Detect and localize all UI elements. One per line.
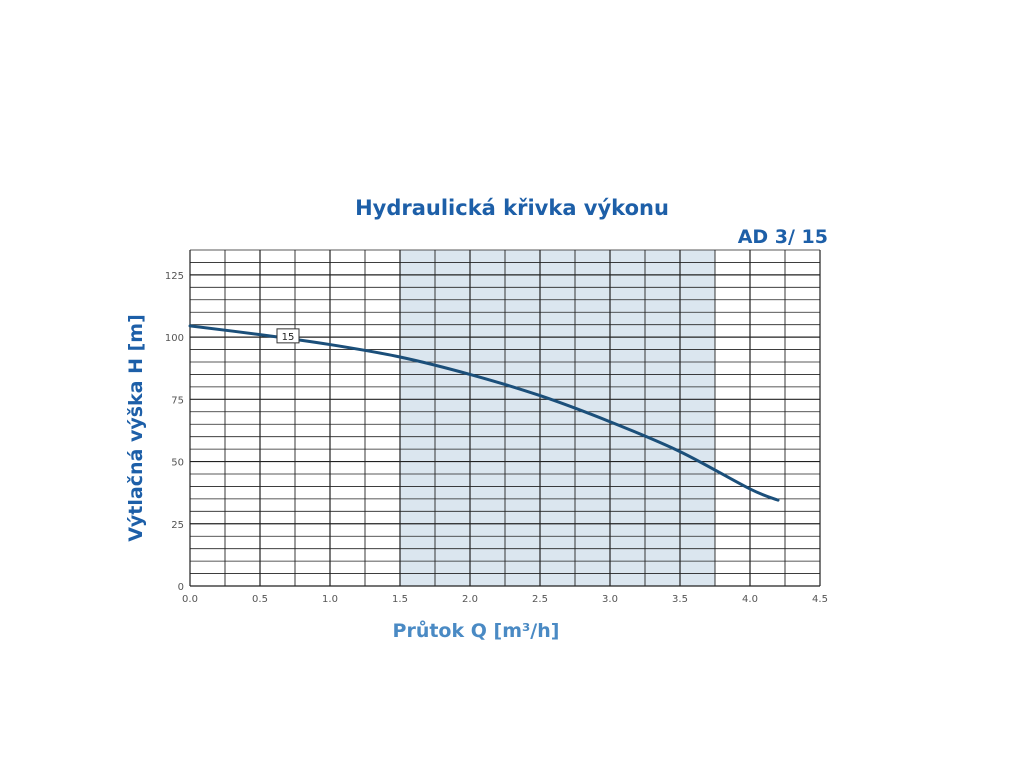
x-tick-label: 4.0 bbox=[742, 594, 758, 605]
y-tick-label: 50 bbox=[171, 458, 184, 469]
operating-range-band bbox=[400, 250, 715, 586]
x-tick-label: 1.5 bbox=[392, 594, 408, 605]
x-axis-label: Průtok Q [m³/h] bbox=[392, 620, 560, 642]
x-tick-label: 0.0 bbox=[182, 594, 198, 605]
y-tick-label: 125 bbox=[165, 271, 184, 282]
y-tick-label: 25 bbox=[171, 520, 184, 531]
y-tick-label: 75 bbox=[171, 395, 184, 406]
model-label: AD 3/ 15 bbox=[737, 226, 828, 248]
curve-label-box bbox=[276, 328, 300, 344]
x-tick-label: 2.0 bbox=[462, 594, 478, 605]
y-tick-label: 0 bbox=[178, 582, 184, 593]
y-tick-label: 100 bbox=[165, 333, 184, 344]
x-tick-label: 2.5 bbox=[532, 594, 548, 605]
x-tick-label: 4.5 bbox=[812, 594, 828, 605]
x-tick-label: 3.0 bbox=[602, 594, 618, 605]
x-tick-label: 3.5 bbox=[672, 594, 688, 605]
x-tick-label: 0.5 bbox=[252, 594, 268, 605]
curve-label: 15 bbox=[282, 332, 295, 343]
chart-title: Hydraulická křivka výkonu bbox=[355, 196, 669, 220]
x-tick-label: 1.0 bbox=[322, 594, 338, 605]
